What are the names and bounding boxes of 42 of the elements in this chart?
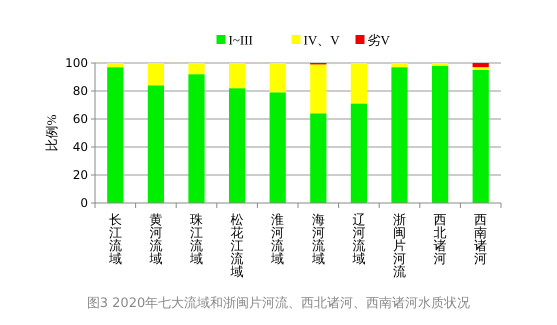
- bar: [228, 88, 246, 203]
- x-tick-label: 淮河流域: [270, 212, 284, 266]
- legend-label: I~III: [228, 32, 253, 48]
- bar: [432, 66, 448, 203]
- y-tick-label: 40: [72, 140, 88, 154]
- legend-label: 劣V: [368, 32, 390, 48]
- bar: [472, 70, 489, 203]
- bar: [432, 63, 448, 66]
- bar: [472, 63, 489, 68]
- x-tick-label: 海河流域: [310, 212, 325, 266]
- x-tick-label: 黄河流域: [148, 212, 162, 266]
- x-tick-label: 松花江流域: [230, 212, 244, 279]
- bar: [188, 63, 205, 74]
- x-tick-label: 辽河流域: [351, 212, 366, 266]
- bar: [107, 67, 124, 203]
- y-tick-label: 100: [65, 56, 88, 70]
- bar: [472, 67, 489, 70]
- bar: [228, 63, 246, 88]
- y-tick-label: 80: [72, 84, 88, 98]
- bar: [310, 113, 326, 203]
- bar: [148, 85, 164, 203]
- y-axis-title: 比例%: [44, 114, 59, 152]
- bar: [188, 74, 205, 203]
- caption: 图3 2020年七大流域和浙闽片河流、西北诸河、西南诸河水质状况: [86, 295, 470, 311]
- bar: [350, 104, 368, 203]
- bar: [107, 63, 124, 68]
- y-tick-label: 20: [72, 168, 88, 182]
- bar: [310, 64, 326, 114]
- bar: [391, 67, 408, 203]
- y-tick-label: 60: [72, 112, 88, 126]
- bar: [391, 63, 408, 68]
- x-tick-label: 浙闽片河流: [393, 212, 406, 279]
- bar: [270, 63, 286, 92]
- x-tick-label: 珠江流域: [189, 212, 203, 266]
- legend-label: IV、V: [304, 32, 340, 48]
- bar: [148, 63, 164, 86]
- x-tick-label: 西北诸河: [434, 212, 447, 266]
- y-tick-label: 0: [80, 196, 88, 210]
- x-tick-label: 西南诸河: [474, 212, 488, 266]
- bar: [270, 92, 286, 203]
- bar: [350, 63, 368, 104]
- x-tick-label: 长江流域: [108, 212, 122, 266]
